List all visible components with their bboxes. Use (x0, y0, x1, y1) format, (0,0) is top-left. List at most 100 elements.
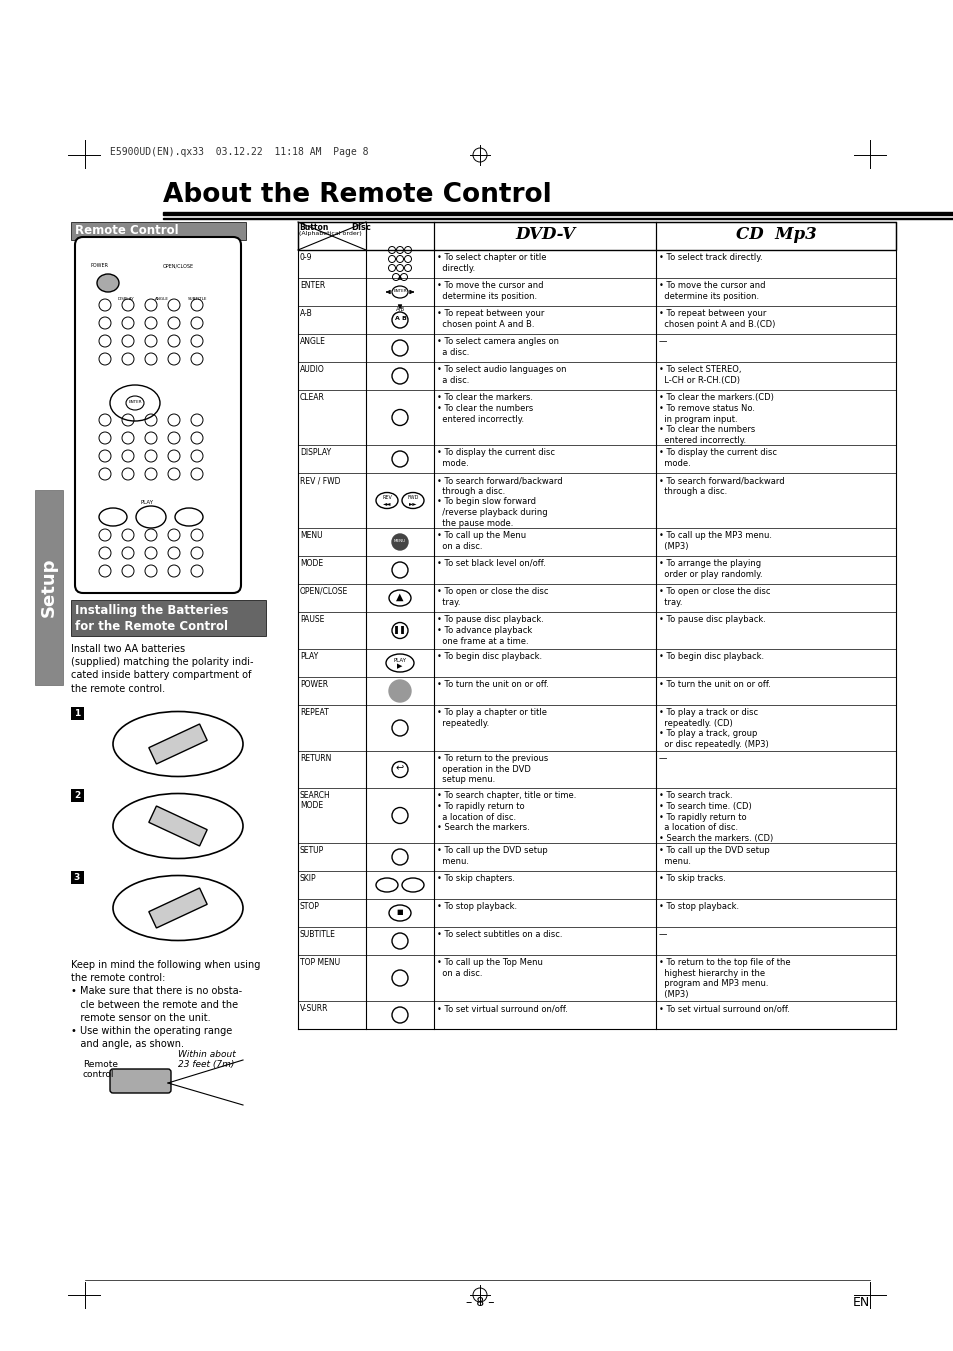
Text: Within about
23 feet (7m): Within about 23 feet (7m) (178, 1050, 235, 1070)
Text: ENTER: ENTER (128, 400, 142, 404)
Text: ▲: ▲ (395, 592, 403, 603)
Text: • To return to the top file of the
  highest hierarchy in the
  program and MP3 : • To return to the top file of the highe… (659, 958, 790, 1000)
Bar (297, 390, 895, 444)
Text: • To search forward/backward
  through a disc.: • To search forward/backward through a d… (659, 476, 783, 496)
Text: • To select STEREO,
  L-CH or R-CH.(CD): • To select STEREO, L-CH or R-CH.(CD) (659, 365, 740, 385)
Text: ENTER: ENTER (299, 281, 325, 290)
Text: • To repeat between your
  chosen point A and B.: • To repeat between your chosen point A … (436, 309, 544, 328)
Text: STOP: STOP (299, 902, 319, 911)
Text: ❚❚: ❚❚ (393, 626, 407, 634)
Ellipse shape (110, 385, 160, 422)
Text: ◄◄: ◄◄ (382, 501, 391, 507)
Text: MENU: MENU (394, 539, 406, 543)
Text: • To display the current disc
  mode.: • To display the current disc mode. (436, 449, 555, 467)
Text: PLAY: PLAY (299, 653, 318, 661)
Text: SUBTITLE: SUBTITLE (188, 297, 208, 301)
Text: • To select track directly.: • To select track directly. (659, 253, 761, 262)
Text: EN: EN (852, 1296, 869, 1309)
Text: • To arrange the playing
  order or play randomly.: • To arrange the playing order or play r… (659, 559, 761, 578)
Text: SETUP: SETUP (299, 846, 324, 855)
Bar (297, 584, 895, 612)
Text: 2: 2 (73, 790, 80, 800)
Text: SKIP: SKIP (299, 874, 316, 884)
Bar (35, 490, 63, 685)
Text: • To set virtual surround on/off.: • To set virtual surround on/off. (436, 1004, 567, 1013)
Text: • To clear the markers.(CD)
• To remove status No.
  in program input.
• To clea: • To clear the markers.(CD) • To remove … (659, 393, 773, 444)
Text: • To repeat between your
  chosen point A and B.(CD): • To repeat between your chosen point A … (659, 309, 775, 328)
Text: —: — (659, 929, 667, 939)
Text: Remote
control: Remote control (83, 1061, 118, 1079)
Bar (297, 222, 895, 250)
Bar (297, 705, 895, 751)
Text: DISPLAY: DISPLAY (118, 297, 134, 301)
Bar (71, 707, 84, 720)
Text: ANGLE: ANGLE (154, 297, 169, 301)
Text: Setup: Setup (40, 558, 58, 617)
Text: • To call up the DVD setup
  menu.: • To call up the DVD setup menu. (659, 846, 769, 866)
Text: • To select camera angles on
  a disc.: • To select camera angles on a disc. (436, 336, 558, 357)
Text: • To pause disc playback.: • To pause disc playback. (659, 615, 765, 624)
Bar (297, 927, 895, 955)
Text: POWER: POWER (299, 680, 328, 689)
Ellipse shape (112, 875, 243, 940)
Text: —: — (659, 336, 667, 346)
Text: TOP MENU: TOP MENU (299, 958, 340, 967)
Text: • To turn the unit on or off.: • To turn the unit on or off. (436, 680, 548, 689)
Bar (297, 528, 895, 557)
Text: • To move the cursor and
  determine its position.: • To move the cursor and determine its p… (436, 281, 543, 301)
Text: A-B: A-B (299, 309, 313, 317)
Text: —: — (659, 754, 667, 763)
Text: • To call up the Top Menu
  on a disc.: • To call up the Top Menu on a disc. (436, 958, 542, 978)
Text: • To stop playback.: • To stop playback. (659, 902, 739, 911)
Text: V-SURR: V-SURR (299, 1004, 328, 1013)
Text: CLEAR: CLEAR (299, 393, 325, 403)
Text: • To return to the previous
  operation in the DVD
  setup menu.: • To return to the previous operation in… (436, 754, 548, 785)
Text: RETURN: RETURN (299, 754, 331, 763)
Text: Install two AA batteries
(supplied) matching the polarity indi-
cated inside bat: Install two AA batteries (supplied) matc… (71, 644, 253, 693)
Text: • To set black level on/off.: • To set black level on/off. (436, 559, 545, 567)
Text: 0-9: 0-9 (299, 253, 313, 262)
Bar (149, 807, 207, 846)
Text: • To search track.
• To search time. (CD)
• To rapidly return to
  a location of: • To search track. • To search time. (CD… (659, 790, 773, 843)
Text: • To call up the Menu
  on a disc.: • To call up the Menu on a disc. (436, 531, 525, 551)
Text: About the Remote Control: About the Remote Control (163, 182, 551, 208)
Ellipse shape (112, 712, 243, 777)
Bar (297, 444, 895, 473)
Text: ENTER: ENTER (393, 289, 406, 293)
Text: 3: 3 (73, 873, 80, 882)
Text: • To set virtual surround on/off.: • To set virtual surround on/off. (659, 1004, 789, 1013)
Text: REPEAT: REPEAT (299, 708, 329, 717)
Text: • To select chapter or title
  directly.: • To select chapter or title directly. (436, 253, 546, 273)
Ellipse shape (97, 274, 119, 292)
Bar (71, 871, 84, 884)
Text: – 8 –: – 8 – (465, 1296, 494, 1309)
Bar (163, 218, 953, 219)
Bar (297, 250, 895, 278)
Text: AUDIO: AUDIO (299, 365, 324, 374)
Text: • To open or close the disc
  tray.: • To open or close the disc tray. (436, 586, 548, 607)
Bar (163, 212, 953, 215)
Text: ↩: ↩ (395, 763, 404, 774)
Text: • To clear the markers.
• To clear the numbers
  entered incorrectly.: • To clear the markers. • To clear the n… (436, 393, 533, 423)
Text: FWD: FWD (407, 494, 418, 500)
Text: Button: Button (298, 223, 328, 232)
Text: MODE: MODE (299, 559, 323, 567)
FancyBboxPatch shape (110, 1069, 171, 1093)
Text: 1: 1 (73, 709, 80, 717)
Bar (297, 362, 895, 390)
Bar (297, 843, 895, 871)
Text: • To display the current disc
  mode.: • To display the current disc mode. (659, 449, 776, 467)
Bar (297, 278, 895, 305)
Text: • To search forward/backward
  through a disc.
• To begin slow forward
  /revers: • To search forward/backward through a d… (436, 476, 562, 528)
Text: ANGLE: ANGLE (299, 336, 326, 346)
Bar (297, 557, 895, 584)
Text: CD  Mp3: CD Mp3 (735, 226, 816, 243)
Text: REV: REV (381, 494, 392, 500)
Text: • To skip chapters.: • To skip chapters. (436, 874, 515, 884)
Text: • To begin disc playback.: • To begin disc playback. (659, 653, 763, 661)
Text: • To select subtitles on a disc.: • To select subtitles on a disc. (436, 929, 562, 939)
Ellipse shape (99, 508, 127, 526)
Text: Keep in mind the following when using
the remote control:
• Make sure that there: Keep in mind the following when using th… (71, 961, 260, 1050)
Circle shape (389, 680, 411, 703)
Text: E5900UD(EN).qx33  03.12.22  11:18 AM  Page 8: E5900UD(EN).qx33 03.12.22 11:18 AM Page … (110, 147, 368, 157)
